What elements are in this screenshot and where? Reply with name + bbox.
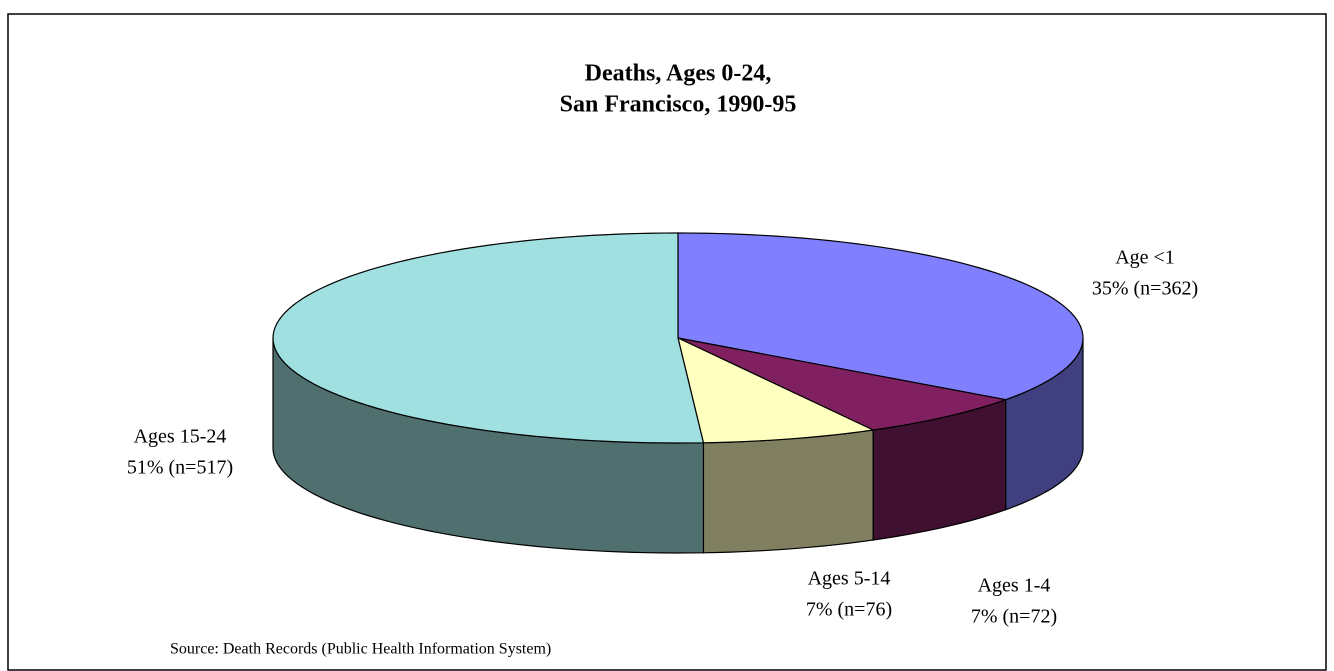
pie-slice [677, 336, 876, 444]
slice-value-label: 51% (n=517) [127, 457, 233, 479]
pie-slice [272, 232, 705, 444]
pie-side [702, 429, 874, 554]
slice-value-label: 7% (n=76) [806, 599, 892, 621]
slice-value-label: 35% (n=362) [1092, 278, 1198, 300]
slice-label: Ages 1-4 [978, 575, 1051, 597]
slice-label: Ages 5-14 [808, 568, 891, 590]
chart-title: San Francisco, 1990-95 [560, 92, 797, 118]
pie-slice [677, 232, 1084, 401]
source-note: Source: Death Records (Public Health Inf… [170, 641, 551, 658]
slice-label: Age <1 [1115, 247, 1175, 269]
pie-slice [677, 337, 1008, 431]
chart-title: Deaths, Ages 0-24, [585, 61, 772, 87]
slice-value-label: 7% (n=72) [971, 606, 1057, 628]
slice-label: Ages 15-24 [134, 426, 227, 448]
